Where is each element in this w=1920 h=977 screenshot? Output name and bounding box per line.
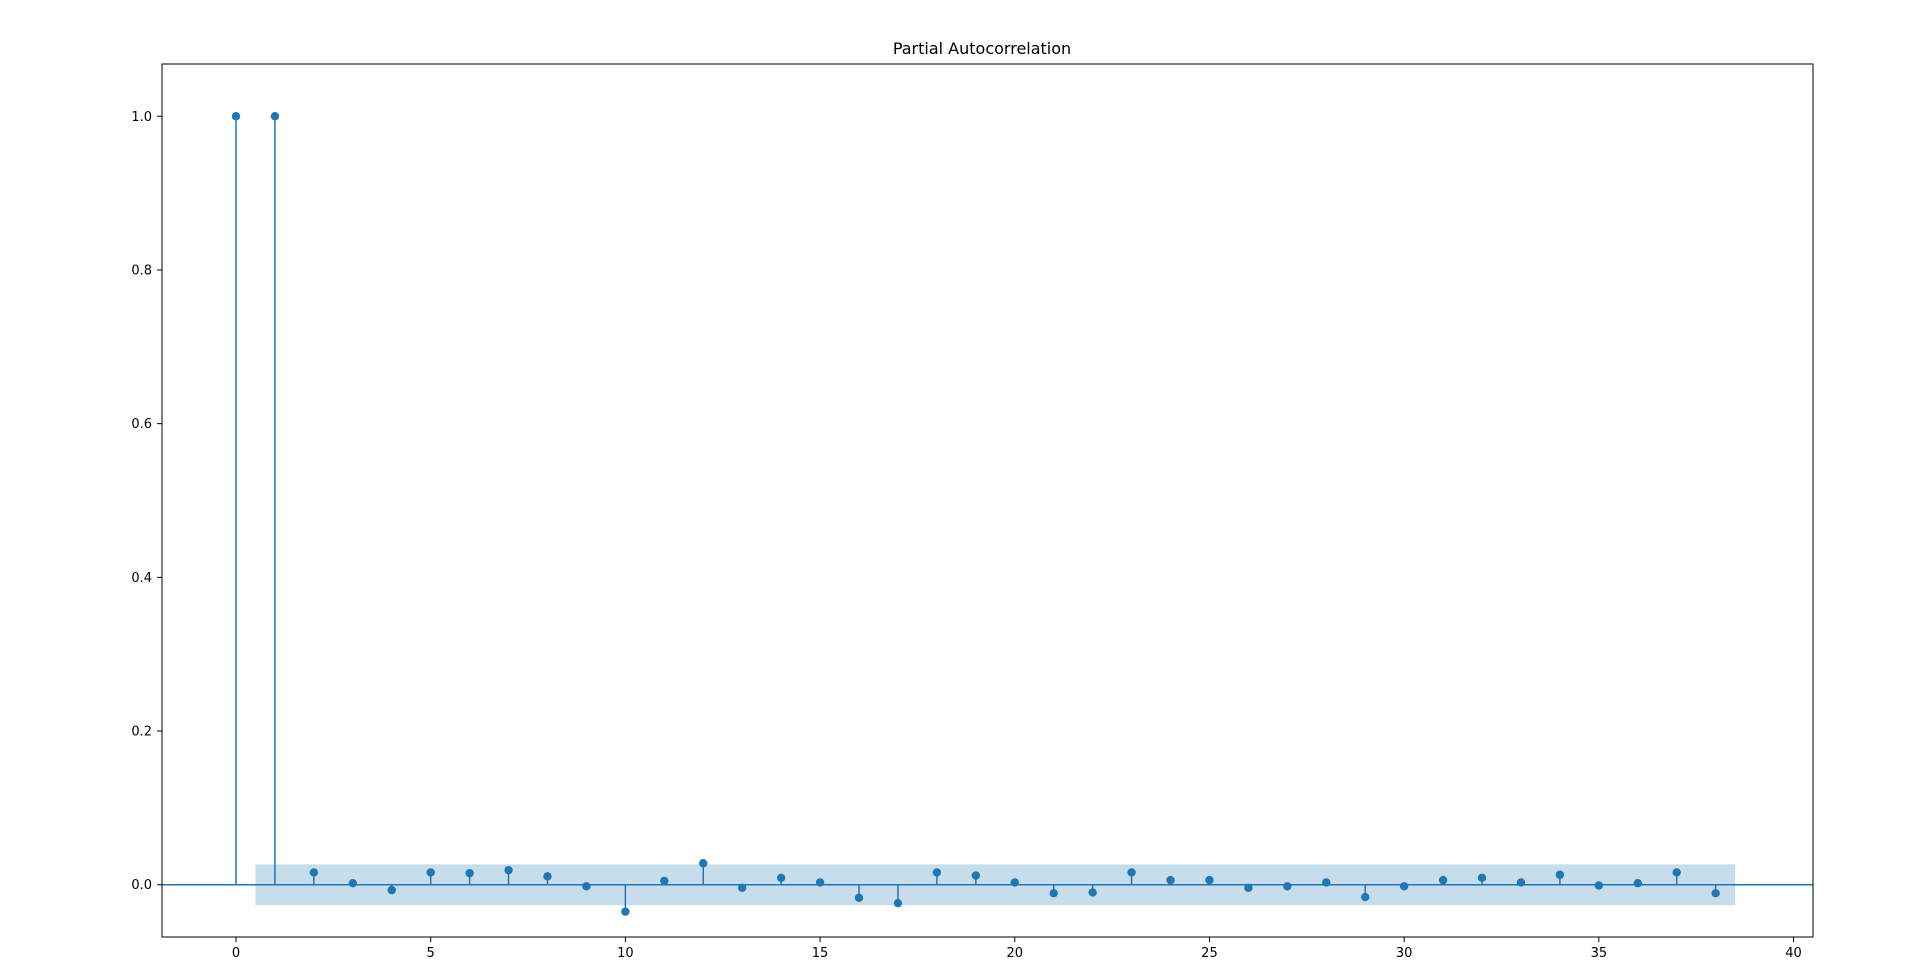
x-tick-label-20: 20 — [1006, 946, 1023, 961]
marker-lag-21 — [1049, 888, 1058, 898]
marker-lag-27 — [1283, 882, 1292, 891]
y-tick-label-3: 0.6 — [131, 417, 152, 432]
x-tick-label-0: 0 — [232, 946, 240, 961]
marker-lag-24 — [1166, 875, 1175, 885]
marker-lag-32 — [1477, 873, 1487, 883]
marker-lag-9 — [582, 882, 591, 891]
marker-lag-29 — [1361, 892, 1370, 902]
marker-lag-12 — [699, 859, 708, 868]
marker-lag-26 — [1244, 883, 1253, 893]
x-tick-label-25: 25 — [1201, 946, 1218, 961]
marker-lag-13 — [737, 883, 747, 893]
x-tick-label-35: 35 — [1591, 946, 1608, 961]
x-tick-label-10: 10 — [617, 946, 634, 961]
marker-lag-4 — [387, 885, 396, 895]
y-tick-label-2: 0.4 — [131, 571, 152, 586]
y-tick-label-4: 0.8 — [131, 263, 152, 278]
marker-lag-2 — [309, 868, 319, 877]
plot-frame — [161, 63, 1814, 938]
marker-lag-0 — [231, 112, 241, 121]
chart-title: Partial Autocorrelation — [893, 39, 1071, 58]
marker-layer — [231, 112, 1720, 916]
marker-lag-1 — [270, 112, 280, 121]
marker-lag-18 — [932, 868, 942, 877]
marker-lag-19 — [971, 871, 981, 880]
marker-lag-37 — [1672, 868, 1681, 877]
marker-lag-3 — [348, 879, 357, 888]
marker-lag-20 — [1010, 878, 1019, 887]
x-axis-ticks: 0 5 10 15 20 25 30 35 40 — [232, 937, 1802, 961]
marker-lag-5 — [426, 868, 435, 877]
marker-lag-34 — [1555, 870, 1565, 879]
x-tick-label-30: 30 — [1396, 946, 1413, 961]
marker-lag-35 — [1594, 881, 1604, 890]
marker-lag-10 — [621, 907, 630, 916]
y-axis-ticks: 0.0 0.2 0.4 0.6 0.8 1.0 — [131, 110, 162, 893]
marker-lag-23 — [1127, 868, 1136, 877]
y-tick-label-1: 0.2 — [131, 725, 152, 740]
stem-layer — [235, 116, 1717, 912]
marker-lag-30 — [1399, 882, 1409, 891]
y-tick-label-5: 1.0 — [131, 110, 152, 125]
marker-lag-33 — [1516, 878, 1526, 887]
marker-lag-38 — [1711, 888, 1720, 898]
marker-lag-6 — [465, 869, 474, 878]
x-tick-label-5: 5 — [427, 946, 435, 961]
marker-lag-11 — [660, 876, 669, 886]
marker-lag-25 — [1205, 875, 1214, 885]
marker-lag-28 — [1322, 878, 1331, 887]
x-tick-label-40: 40 — [1785, 946, 1802, 961]
marker-lag-14 — [776, 873, 786, 883]
marker-lag-36 — [1633, 879, 1642, 888]
marker-lag-31 — [1438, 875, 1448, 885]
y-tick-label-0: 0.0 — [131, 878, 152, 893]
x-tick-label-15: 15 — [812, 946, 829, 961]
marker-lag-15 — [815, 878, 825, 887]
marker-lag-7 — [504, 865, 513, 875]
marker-lag-17 — [893, 898, 903, 908]
marker-lag-16 — [854, 893, 864, 903]
marker-lag-22 — [1088, 888, 1097, 897]
marker-lag-8 — [543, 872, 552, 881]
